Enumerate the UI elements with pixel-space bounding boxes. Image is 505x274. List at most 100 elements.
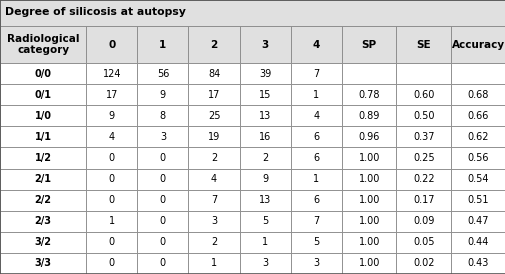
Bar	[86, 105, 137, 126]
Text: 0/1: 0/1	[34, 90, 52, 100]
Bar	[450, 84, 505, 105]
Text: 6: 6	[313, 153, 319, 163]
Bar	[86, 126, 137, 147]
Bar	[137, 126, 188, 147]
Bar	[341, 105, 396, 126]
Bar	[0, 84, 86, 105]
Text: 13: 13	[259, 195, 271, 205]
Bar	[341, 63, 396, 84]
Bar	[396, 190, 450, 211]
Bar	[86, 211, 137, 232]
Bar	[239, 126, 290, 147]
Text: 1.00: 1.00	[358, 216, 379, 226]
Bar	[341, 126, 396, 147]
Bar	[86, 26, 137, 63]
Text: 0: 0	[160, 153, 166, 163]
Text: 19: 19	[208, 132, 220, 142]
Text: 2/3: 2/3	[34, 216, 52, 226]
Text: 0.89: 0.89	[358, 111, 379, 121]
Text: 1.00: 1.00	[358, 258, 379, 269]
Bar	[239, 63, 290, 84]
Bar	[396, 105, 450, 126]
Bar	[137, 232, 188, 253]
Bar	[450, 190, 505, 211]
Text: 0/0: 0/0	[34, 68, 52, 79]
Text: 0.47: 0.47	[467, 216, 488, 226]
Bar	[239, 211, 290, 232]
Text: 8: 8	[160, 111, 166, 121]
Bar	[188, 253, 239, 274]
Text: 3: 3	[261, 39, 268, 50]
Bar	[396, 26, 450, 63]
Bar	[188, 84, 239, 105]
Bar	[341, 84, 396, 105]
Text: 7: 7	[211, 195, 217, 205]
Bar	[188, 147, 239, 169]
Bar	[86, 232, 137, 253]
Text: 2/1: 2/1	[34, 174, 52, 184]
Bar	[290, 253, 341, 274]
Text: 0: 0	[109, 237, 115, 247]
Bar	[450, 26, 505, 63]
Bar	[0, 211, 86, 232]
Text: 0.22: 0.22	[412, 174, 434, 184]
Bar	[0, 63, 86, 84]
Bar	[290, 105, 341, 126]
Bar	[0, 0, 505, 26]
Bar	[188, 126, 239, 147]
Text: 7: 7	[313, 216, 319, 226]
Bar	[137, 169, 188, 190]
Bar	[341, 253, 396, 274]
Text: 0: 0	[109, 195, 115, 205]
Bar	[239, 26, 290, 63]
Bar	[290, 147, 341, 169]
Bar	[0, 26, 86, 63]
Bar	[290, 84, 341, 105]
Text: 2/2: 2/2	[34, 195, 52, 205]
Text: 0.09: 0.09	[412, 216, 433, 226]
Bar	[290, 211, 341, 232]
Text: 1: 1	[109, 216, 115, 226]
Text: 13: 13	[259, 111, 271, 121]
Text: 16: 16	[259, 132, 271, 142]
Text: 0.68: 0.68	[467, 90, 488, 100]
Text: 7: 7	[313, 68, 319, 79]
Bar	[396, 126, 450, 147]
Bar	[0, 105, 86, 126]
Text: 0.62: 0.62	[467, 132, 488, 142]
Text: 5: 5	[313, 237, 319, 247]
Bar	[290, 190, 341, 211]
Text: 0: 0	[109, 258, 115, 269]
Bar	[0, 126, 86, 147]
Bar	[0, 147, 86, 169]
Bar	[396, 169, 450, 190]
Bar	[137, 105, 188, 126]
Bar	[188, 63, 239, 84]
Bar	[450, 211, 505, 232]
Text: 15: 15	[259, 90, 271, 100]
Text: 0: 0	[160, 237, 166, 247]
Bar	[396, 232, 450, 253]
Text: 1: 1	[313, 90, 319, 100]
Bar	[341, 232, 396, 253]
Text: 4: 4	[313, 111, 319, 121]
Text: 4: 4	[211, 174, 217, 184]
Bar	[239, 84, 290, 105]
Text: 0.78: 0.78	[358, 90, 379, 100]
Bar	[341, 147, 396, 169]
Bar	[0, 169, 86, 190]
Bar	[0, 253, 86, 274]
Bar	[0, 190, 86, 211]
Text: 1/1: 1/1	[34, 132, 52, 142]
Bar	[239, 232, 290, 253]
Bar	[86, 169, 137, 190]
Text: 5: 5	[262, 216, 268, 226]
Bar	[137, 190, 188, 211]
Text: 6: 6	[313, 195, 319, 205]
Text: 2: 2	[210, 39, 217, 50]
Text: 4: 4	[312, 39, 320, 50]
Text: 3/2: 3/2	[34, 237, 52, 247]
Text: 0: 0	[108, 39, 115, 50]
Bar	[188, 105, 239, 126]
Bar	[450, 105, 505, 126]
